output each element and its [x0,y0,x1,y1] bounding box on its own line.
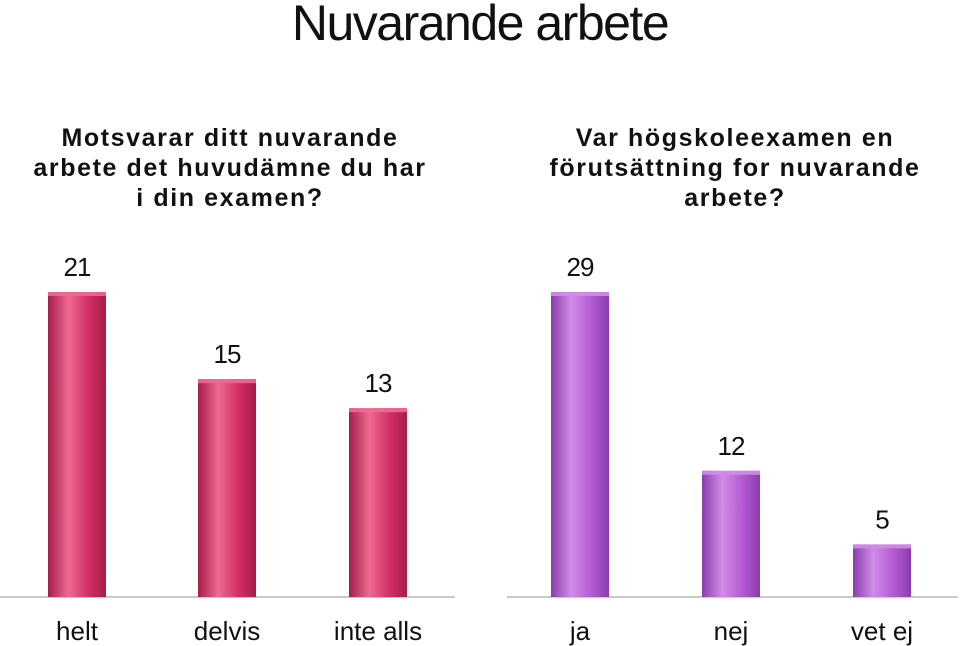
value-label: 5 [875,504,889,534]
bar-ja [551,292,609,597]
value-label: 29 [567,252,594,282]
value-label: 21 [64,252,91,282]
value-label: 13 [365,368,392,398]
bar-nej [702,470,760,597]
bar-top-highlight [853,544,911,549]
category-label: ja [569,616,591,646]
category-label: vet ej [851,616,913,646]
bar-top-highlight [48,292,106,296]
category-label: helt [56,616,99,646]
bar-inte-alls [349,408,407,597]
category-label: delvis [194,616,260,646]
left-chart-title: Motsvarar ditt nuvarande arbete det huvu… [33,124,427,212]
bar-helt [48,292,106,597]
category-label: nej [714,616,749,646]
right-bar-chart: 29 ja 12 nej 5 vet ej [507,252,958,646]
value-label: 12 [718,431,745,461]
page-title: Nuvarande arbete [291,0,670,51]
right-chart-title: Var högskoleexamen en förutsättning for … [549,124,921,212]
value-label: 15 [214,339,241,369]
bar-top-highlight [349,408,407,413]
bar-vet-ej [853,544,911,597]
left-bar-chart: 21 helt 15 delvis 13 inte alls [0,252,455,646]
category-label: inte alls [334,616,422,646]
bar-top-highlight [198,379,256,384]
bar-top-highlight [702,470,760,475]
bar-top-highlight [551,292,609,296]
bar-delvis [198,379,256,597]
